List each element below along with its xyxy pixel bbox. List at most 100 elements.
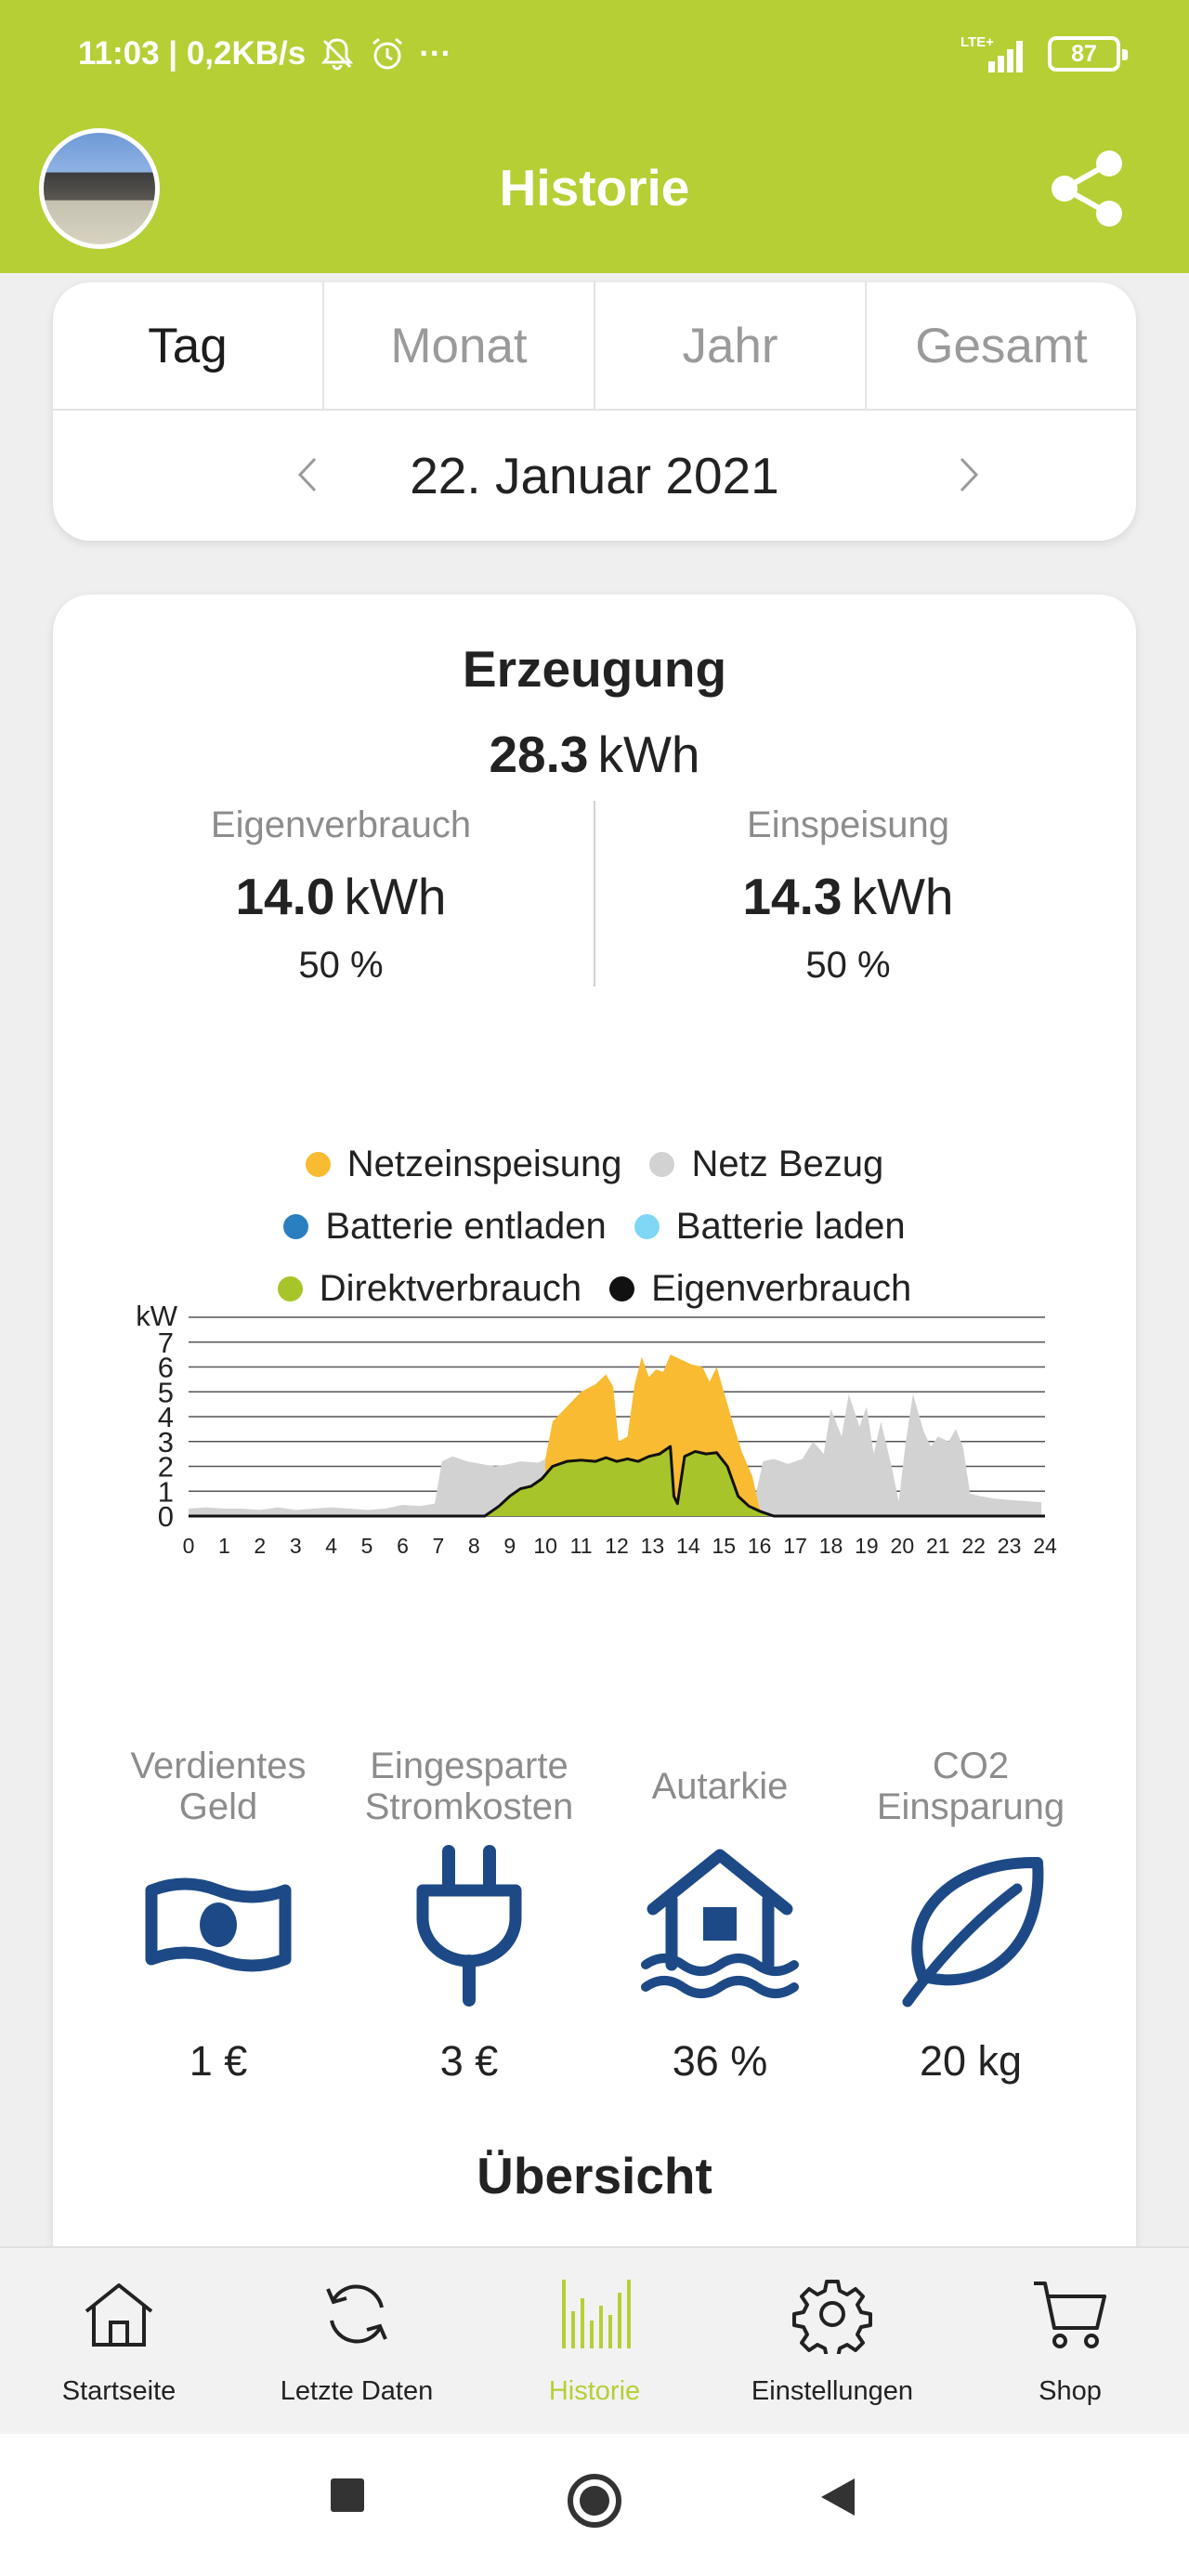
share-icon[interactable] (1048, 149, 1128, 229)
x-tick-label: 7 (433, 1534, 445, 1558)
status-more-indicator: ··· (419, 35, 452, 72)
stat-autarkie: Autarkie 36 % (599, 1742, 841, 2086)
x-tick-label: 9 (503, 1534, 516, 1558)
battery-indicator: 87 (1048, 36, 1128, 72)
period-tabs: Tag Monat Jahr Gesamt (53, 282, 1136, 411)
chevron-right-icon[interactable] (945, 451, 991, 498)
plug-icon (416, 1845, 522, 2007)
legend-dot (634, 1214, 660, 1239)
back-button-icon[interactable] (817, 2475, 858, 2519)
y-tick-label: 1 (158, 1475, 174, 1508)
legend-item-eigenverbrauch[interactable]: Eigenverbrauch (609, 1268, 911, 1310)
leaf-icon (902, 1856, 1044, 2007)
x-tick-label: 22 (961, 1534, 986, 1558)
status-time-speed: 11:03 | 0,2KB/s (78, 35, 307, 72)
legend-row: Direktverbrauch Eigenverbrauch (53, 1258, 1136, 1320)
cart-icon (1034, 2282, 1106, 2348)
x-tick-label: 6 (397, 1534, 409, 1558)
legend-label: Direktverbrauch (319, 1268, 582, 1309)
eigenverbrauch-unit: kWh (344, 868, 447, 925)
legend-item-netz-bezug[interactable]: Netz Bezug (649, 1144, 883, 1185)
eigenverbrauch-percent: 50 % (298, 945, 384, 986)
status-left: 11:03 | 0,2KB/s ··· (78, 35, 451, 72)
history-icon (562, 2280, 631, 2348)
legend-item-batterie-entladen[interactable]: Batterie entladen (283, 1206, 607, 1248)
y-axis-label: kW (136, 1301, 178, 1332)
eigenverbrauch-value-row: 14.0 kWh (90, 867, 592, 926)
house-icon (641, 1849, 799, 1998)
status-right: LTE+ 87 (960, 33, 1128, 74)
nav-einstellungen[interactable]: Einstellungen (713, 2248, 951, 2434)
chevron-left-icon[interactable] (285, 451, 332, 498)
x-tick-label: 21 (926, 1534, 950, 1558)
legend-label: Netz Bezug (691, 1144, 884, 1184)
series-area-direktverbrauch (484, 1446, 775, 1516)
signal-icon: LTE+ (960, 34, 1023, 72)
y-tick-label: 5 (158, 1376, 174, 1408)
date-navigator: 22. Januar 2021 (53, 411, 1136, 541)
legend-dot (305, 1152, 331, 1177)
section-title-uebersicht: Übersicht (477, 2147, 712, 2204)
home-button-icon[interactable] (565, 2471, 624, 2530)
bell-off-icon (321, 38, 354, 71)
y-tick-label: 7 (158, 1327, 174, 1359)
einspeisung-percent: 50 % (805, 945, 891, 986)
eigenverbrauch-label: Eigenverbrauch (210, 804, 472, 845)
stat-label: Verdientes Geld (130, 1746, 307, 1827)
legend-label: Batterie entladen (325, 1206, 607, 1247)
x-tick-label: 4 (325, 1534, 337, 1558)
x-tick-label: 23 (998, 1534, 1022, 1558)
nav-startseite[interactable]: Startseite (0, 2248, 238, 2434)
legend-dot (609, 1276, 635, 1301)
x-tick-label: 2 (254, 1534, 266, 1558)
tab-monat[interactable]: Monat (324, 282, 595, 409)
x-tick-label: 14 (676, 1534, 700, 1558)
money-icon (145, 1877, 292, 1972)
x-tick-label: 20 (891, 1534, 915, 1558)
summary-divider (594, 801, 595, 987)
tab-tag[interactable]: Tag (53, 282, 324, 409)
nav-historie[interactable]: Historie (476, 2248, 713, 2434)
series-area-netz-bezug (189, 1393, 1042, 1516)
series-line-eigenverbrauch (189, 1445, 1045, 1518)
x-tick-label: 8 (468, 1534, 480, 1558)
nav-label: Historie (548, 2376, 641, 2406)
period-selector-card: Tag Monat Jahr Gesamt 22. Januar 2021 (53, 282, 1136, 541)
x-tick-label: 10 (533, 1534, 557, 1558)
x-tick-label: 15 (712, 1534, 736, 1558)
legend-dot (277, 1276, 303, 1301)
stat-label: Eingesparte Stromkosten (364, 1746, 574, 1827)
tab-jahr[interactable]: Jahr (595, 282, 867, 409)
eigenverbrauch-value: 14.0 (235, 868, 335, 925)
recents-button-icon[interactable] (327, 2475, 368, 2516)
nav-letzte-daten[interactable]: Letzte Daten (238, 2248, 476, 2434)
legend-label: Netzeinspeisung (346, 1144, 622, 1184)
x-tick-label: 24 (1033, 1534, 1057, 1558)
nav-label: Shop (1039, 2376, 1102, 2406)
erzeugung-value: 28.3 (489, 726, 589, 783)
x-tick-label: 13 (641, 1534, 665, 1558)
x-tick-label: 16 (748, 1534, 772, 1558)
avatar[interactable] (39, 128, 160, 249)
x-tick-label: 11 (570, 1534, 593, 1558)
network-type: LTE+ (960, 34, 994, 50)
x-tick-label: 0 (183, 1534, 195, 1558)
nav-label: Letzte Daten (280, 2376, 434, 2406)
einspeisung-value-row: 14.3 kWh (597, 867, 1099, 926)
x-tick-label: 1 (218, 1534, 230, 1558)
legend-item-netzeinspeisung[interactable]: Netzeinspeisung (305, 1144, 622, 1185)
einspeisung-value: 14.3 (742, 868, 843, 925)
stat-value: 3 € (439, 2037, 499, 2085)
legend-item-batterie-laden[interactable]: Batterie laden (634, 1206, 906, 1248)
stat-value: 1 € (189, 2037, 248, 2085)
y-tick-label: 6 (158, 1352, 174, 1384)
stat-label: Autarkie (651, 1766, 789, 1807)
nav-shop[interactable]: Shop (951, 2248, 1189, 2434)
app-header: 11:03 | 0,2KB/s ··· LTE+ 87 Historie (0, 0, 1189, 273)
legend-label: Eigenverbrauch (651, 1268, 912, 1309)
status-bar: 11:03 | 0,2KB/s ··· LTE+ 87 (0, 0, 1189, 111)
legend-label: Batterie laden (675, 1206, 906, 1247)
tab-gesamt[interactable]: Gesamt (915, 318, 1088, 373)
legend-item-direktverbrauch[interactable]: Direktverbrauch (277, 1268, 582, 1310)
